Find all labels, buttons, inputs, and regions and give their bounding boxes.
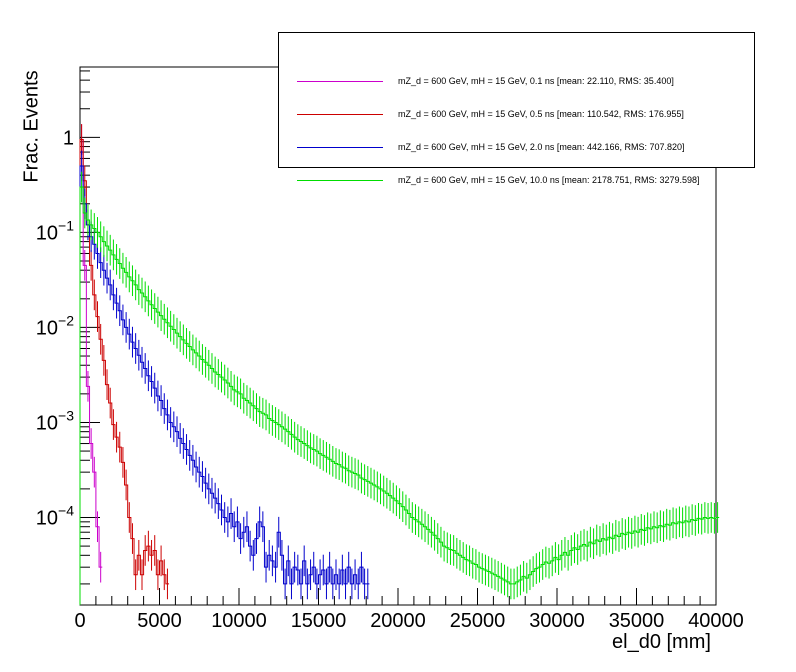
legend-swatch-0p1ns: [297, 81, 383, 82]
legend-label-0p5ns: mZ_d = 600 GeV, mH = 15 GeV, 0.5 ns [mea…: [398, 109, 684, 119]
x-axis-title: el_d0 [mm]: [612, 631, 711, 653]
x-tick-label: 0: [74, 610, 85, 632]
legend-swatch-10p0ns: [297, 180, 383, 181]
y-tick-label: 10−4: [36, 502, 74, 529]
plot-area: 0 5000 10000 15000 20000 25000 30000 35000 40000…: [36, 66, 744, 632]
legend-label-2p0ns: mZ_d = 600 GeV, mH = 15 GeV, 2.0 ns [mea…: [398, 142, 685, 152]
x-tick-label: 15000: [291, 610, 347, 632]
x-tick-label: 40000: [688, 610, 744, 632]
legend-entry-0p1ns: mZ_d = 600 GeV, mH = 15 GeV, 0.1 ns [mea…: [279, 74, 754, 88]
y-tick-label: 10−3: [36, 407, 74, 434]
y-tick-label: 10−1: [36, 217, 74, 244]
y-tick-label: 10−2: [36, 312, 74, 339]
legend: mZ_d = 600 GeV, mH = 15 GeV, 0.1 ns [mea…: [278, 32, 755, 185]
legend-entry-0p5ns: mZ_d = 600 GeV, mH = 15 GeV, 0.5 ns [mea…: [279, 107, 754, 121]
legend-label-10p0ns: mZ_d = 600 GeV, mH = 15 GeV, 10.0 ns [me…: [398, 175, 700, 185]
x-tick-label: 30000: [529, 610, 585, 632]
x-tick-label: 20000: [370, 610, 426, 632]
x-tick-label: 35000: [609, 610, 665, 632]
series-line-2: [79, 165, 370, 605]
y-tick-label: 1: [63, 127, 74, 149]
legend-entry-10p0ns: mZ_d = 600 GeV, mH = 15 GeV, 10.0 ns [me…: [279, 173, 754, 187]
series-line-3: [79, 186, 720, 605]
x-tick-label: 5000: [137, 610, 182, 632]
y-axis-title: Frac. Events: [20, 70, 43, 183]
legend-entry-2p0ns: mZ_d = 600 GeV, mH = 15 GeV, 2.0 ns [mea…: [279, 140, 754, 154]
legend-label-0p1ns: mZ_d = 600 GeV, mH = 15 GeV, 0.1 ns [mea…: [398, 76, 674, 86]
legend-swatch-2p0ns: [297, 147, 383, 148]
x-tick-label: 25000: [450, 610, 506, 632]
x-tick-label: 10000: [211, 610, 267, 632]
series-line-1: [79, 138, 170, 605]
legend-swatch-0p5ns: [297, 114, 383, 115]
